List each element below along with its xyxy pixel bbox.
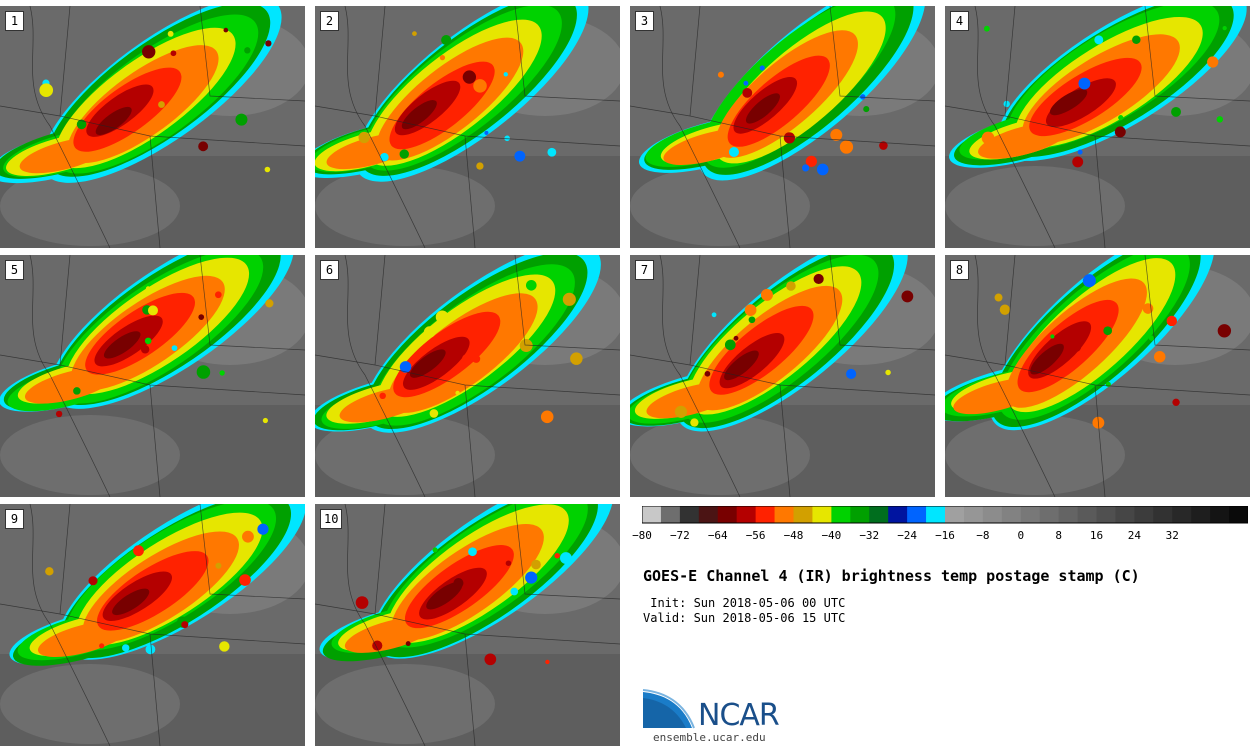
colorbar-swatch bbox=[698, 506, 719, 523]
ensemble-member-panel: 1 bbox=[0, 6, 305, 248]
init-time: Init: Sun 2018-05-06 00 UTC bbox=[643, 596, 846, 610]
panel-number-label: 5 bbox=[5, 260, 24, 280]
colorbar-swatch bbox=[812, 506, 832, 523]
colorbar-swatch bbox=[869, 506, 889, 523]
website-url: ensemble.ucar.edu bbox=[653, 731, 766, 744]
colorbar-swatch bbox=[1134, 506, 1154, 523]
colorbar bbox=[642, 506, 1248, 524]
colorbar-tick-label: −64 bbox=[707, 529, 728, 542]
ir-satellite-map bbox=[315, 6, 620, 248]
panel-number-label: 3 bbox=[635, 11, 654, 31]
valid-time: Valid: Sun 2018-05-06 15 UTC bbox=[643, 611, 846, 625]
ir-satellite-map bbox=[630, 255, 935, 497]
colorbar-swatch bbox=[1020, 506, 1041, 523]
logo-text: NCAR bbox=[698, 698, 780, 733]
colorbar-tick-label: −24 bbox=[897, 529, 918, 542]
colorbar-swatch bbox=[679, 506, 700, 523]
colorbar-tick-label: −56 bbox=[745, 529, 766, 542]
ir-satellite-map bbox=[945, 6, 1250, 248]
colorbar-tick-label: 32 bbox=[1165, 529, 1179, 542]
colorbar-swatch bbox=[850, 506, 870, 523]
colorbar-swatch bbox=[736, 506, 757, 523]
colorbar-swatch bbox=[774, 506, 794, 523]
colorbar-swatch bbox=[1077, 506, 1097, 523]
colorbar-tick-label: −72 bbox=[669, 529, 690, 542]
colorbar-tick-label: −80 bbox=[632, 529, 652, 542]
ensemble-member-panel: 5 bbox=[0, 255, 305, 497]
ensemble-member-panel: 6 bbox=[315, 255, 620, 497]
colorbar-swatch bbox=[1001, 506, 1022, 523]
colorbar-swatch bbox=[1058, 506, 1079, 523]
colorbar-tick-label: −32 bbox=[859, 529, 880, 542]
ir-satellite-map bbox=[0, 255, 305, 497]
colorbar-swatch bbox=[1229, 506, 1248, 523]
ensemble-member-panel: 10 bbox=[315, 504, 620, 746]
ir-satellite-map bbox=[315, 255, 620, 497]
colorbar-tick-label: 16 bbox=[1089, 529, 1104, 542]
ensemble-member-panel: 3 bbox=[630, 6, 935, 248]
colorbar-tick-label: 24 bbox=[1127, 529, 1141, 542]
ensemble-member-panel: 4 bbox=[945, 6, 1250, 248]
ensemble-member-panel: 8 bbox=[945, 255, 1250, 497]
colorbar-swatch bbox=[793, 506, 813, 523]
colorbar-tick-label: −8 bbox=[976, 529, 990, 542]
colorbar-swatch bbox=[945, 506, 965, 523]
colorbar-swatch bbox=[982, 506, 1003, 523]
colorbar-swatch bbox=[831, 506, 851, 523]
colorbar-tick-label: 8 bbox=[1055, 529, 1062, 542]
colorbar-swatch bbox=[1153, 506, 1173, 523]
panel-number-label: 9 bbox=[5, 509, 24, 529]
colorbar-swatch bbox=[660, 506, 681, 523]
ir-satellite-map bbox=[630, 6, 935, 248]
colorbar-swatch bbox=[888, 506, 908, 523]
colorbar-swatch bbox=[642, 506, 662, 523]
ir-satellite-map bbox=[315, 504, 620, 746]
ensemble-member-panel: 7 bbox=[630, 255, 935, 497]
colorbar-ticks: −80 −72 −64 −56 −48 −40 −32 −24 −16 −8 0 8 16 24 32 bbox=[632, 525, 1248, 545]
colorbar-swatch bbox=[907, 506, 927, 523]
colorbar-swatch bbox=[1191, 506, 1211, 523]
ensemble-member-panel: 9 bbox=[0, 504, 305, 746]
panel-number-label: 10 bbox=[320, 509, 343, 529]
colorbar-swatch bbox=[1039, 506, 1060, 523]
colorbar-tick-label: −48 bbox=[783, 529, 804, 542]
panel-number-label: 6 bbox=[320, 260, 339, 280]
panel-number-label: 2 bbox=[320, 11, 339, 31]
panel-number-label: 1 bbox=[5, 11, 24, 31]
ir-satellite-map bbox=[0, 504, 305, 746]
colorbar-swatch bbox=[963, 506, 984, 523]
ir-satellite-map bbox=[945, 255, 1250, 497]
panel-number-label: 7 bbox=[635, 260, 654, 280]
colorbar-tick-label: 0 bbox=[1017, 529, 1025, 542]
colorbar-swatch bbox=[755, 506, 776, 523]
ncar-logo-icon bbox=[642, 689, 695, 729]
panel-number-label: 4 bbox=[950, 11, 969, 31]
colorbar-tick-label: −40 bbox=[821, 529, 842, 542]
colorbar-swatch bbox=[1115, 506, 1135, 523]
ensemble-member-panel: 2 bbox=[315, 6, 620, 248]
colorbar-swatch bbox=[1210, 506, 1230, 523]
colorbar-tick-label: −16 bbox=[935, 529, 955, 542]
ir-satellite-map bbox=[0, 6, 305, 248]
colorbar-swatch bbox=[717, 506, 738, 523]
colorbar-swatch bbox=[1172, 506, 1192, 523]
figure-title: GOES-E Channel 4 (IR) brightness temp po… bbox=[643, 567, 1140, 585]
colorbar-swatch bbox=[926, 506, 946, 523]
colorbar-swatch bbox=[1096, 506, 1116, 523]
panel-number-label: 8 bbox=[950, 260, 969, 280]
